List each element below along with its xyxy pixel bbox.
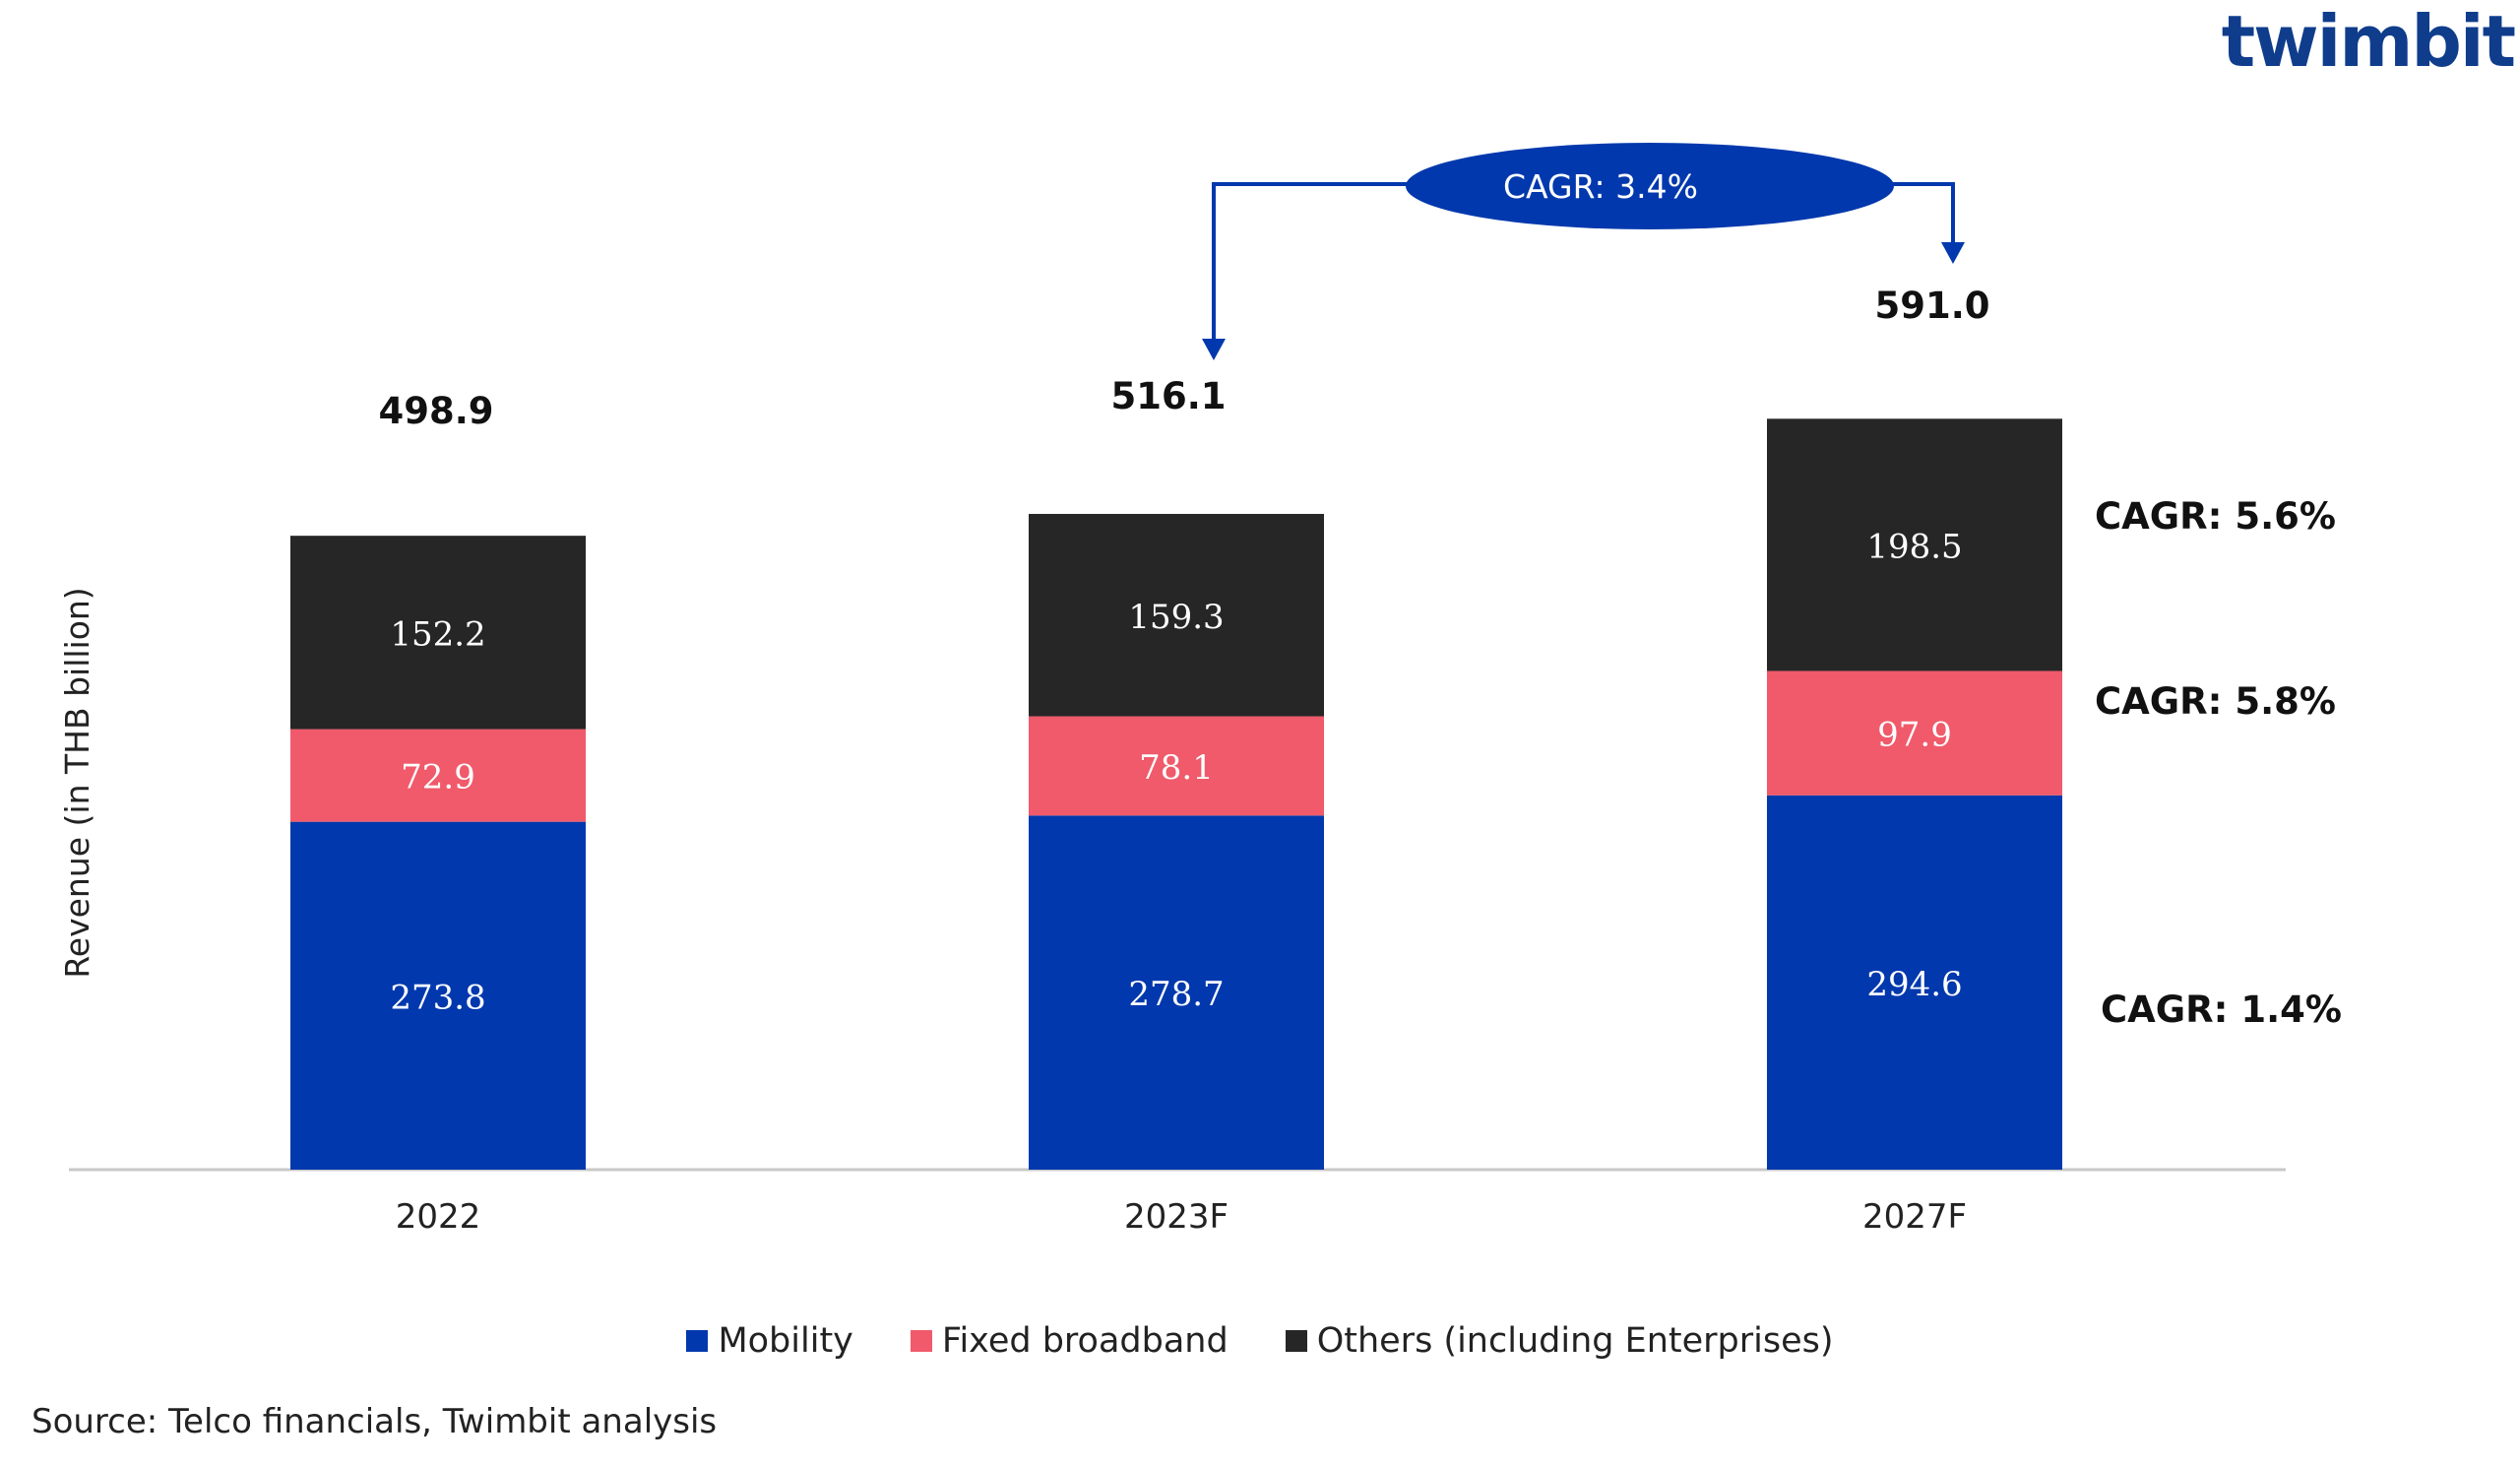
data-label-others-2023f: 159.3 [1128,598,1224,637]
data-label-others-2027f: 198.5 [1866,527,1962,566]
data-label-mobility-2022: 273.8 [390,978,485,1017]
cagr-connector-left [1212,182,1410,343]
cagr-label-fixed-broadband: CAGR: 5.8% [2095,680,2336,723]
data-label-mobility-2023f: 278.7 [1128,975,1224,1014]
cagr-bubble [1406,143,1894,229]
chart-legend: Mobility Fixed broadband Others (includi… [0,1321,2520,1361]
legend-label-mobility: Mobility [718,1321,853,1361]
total-label-2023f: 516.1 [1110,375,1226,417]
bar-mobility-2027f [1767,795,2062,1170]
legend-label-others: Others (including Enterprises) [1316,1321,1834,1361]
bar-others-2027f [1767,418,2062,671]
cagr-label-others: CAGR: 5.6% [2095,495,2336,538]
data-label-fixed-broadband-2023f: 78.1 [1139,748,1214,788]
x-tick-label-2027f: 2027F [1862,1197,1967,1237]
data-label-fixed-broadband-2027f: 97.9 [1877,716,1952,755]
cagr-arrowhead-right [1941,242,1965,264]
legend-label-fixed-broadband: Fixed broadband [941,1321,1228,1361]
cagr-connector-right [1892,182,1955,246]
legend-item-fixed-broadband: Fixed broadband [910,1321,1228,1361]
legend-item-mobility: Mobility [686,1321,853,1361]
bar-mobility-2022 [290,821,586,1170]
total-label-2022: 498.9 [378,390,493,432]
cagr-label-mobility: CAGR: 1.4% [2101,989,2342,1031]
legend-swatch-others [1285,1330,1307,1352]
bar-fixed-broadband-2027f [1767,670,2062,796]
data-label-fixed-broadband-2022: 72.9 [401,758,475,797]
data-label-mobility-2027f: 294.6 [1866,965,1962,1004]
y-axis-label: Revenue (in THB billion) [58,587,96,978]
cagr-bubble-label: CAGR: 3.4% [1503,167,1698,206]
bar-others-2022 [290,536,586,730]
bar-others-2023f [1029,513,1324,717]
cagr-arrowhead-left [1202,339,1226,360]
twimbit-logo: twimbit [2221,0,2516,83]
x-tick-label-2022: 2022 [396,1197,481,1237]
legend-swatch-fixed-broadband [910,1330,932,1352]
bar-mobility-2023f [1029,815,1324,1170]
legend-item-others: Others (including Enterprises) [1285,1321,1834,1361]
data-label-others-2022: 152.2 [390,614,485,654]
source-note: Source: Telco financials, Twimbit analys… [32,1402,718,1441]
total-label-2027f: 591.0 [1874,285,1989,327]
x-tick-label-2023f: 2023F [1124,1197,1228,1237]
legend-swatch-mobility [686,1330,709,1352]
bar-fixed-broadband-2023f [1029,716,1324,816]
bar-fixed-broadband-2022 [290,729,586,822]
